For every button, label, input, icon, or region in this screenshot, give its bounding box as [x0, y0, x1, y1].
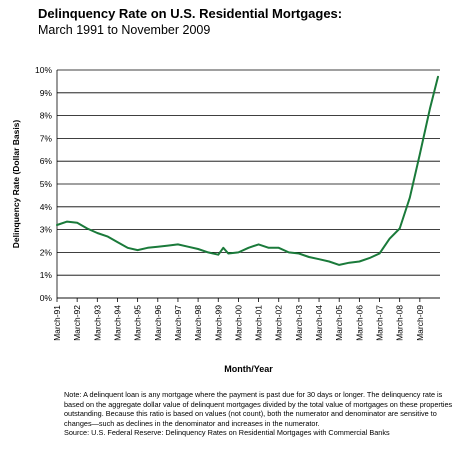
y-tick-label: 0%	[40, 293, 53, 303]
chart-title: Delinquency Rate on U.S. Residential Mor…	[38, 6, 343, 21]
line-chart: 0% 1% 2% 3% 4% 5% 6% 7% 8% 9% 10% March-91 March-92 M…	[11, 65, 440, 374]
chart-subtitle: March 1991 to November 2009	[38, 23, 211, 37]
y-tick-label: 2%	[40, 247, 53, 257]
y-axis-label: Delinquency Rate (Dollar Basis)	[11, 120, 21, 249]
x-tick-label: March-00	[233, 305, 243, 341]
x-axis-label: Month/Year	[224, 364, 273, 374]
x-tick-label: March-09	[415, 305, 425, 341]
x-tick-label: March-91	[52, 305, 62, 341]
x-tick-label: March-02	[274, 305, 284, 341]
y-tick-label: 6%	[40, 156, 53, 166]
x-tick-label: March-03	[294, 305, 304, 341]
x-tick-label: March-01	[254, 305, 264, 341]
x-tick-label: March-94	[112, 305, 122, 341]
y-tick-label: 5%	[40, 179, 53, 189]
x-tick-label: March-96	[153, 305, 163, 341]
x-tick-label: March-07	[375, 305, 385, 341]
y-tick-label: 4%	[40, 202, 53, 212]
x-tick-label: March-92	[72, 305, 82, 341]
x-tick-label: March-93	[92, 305, 102, 341]
source-text: Source: U.S. Federal Reserve: Delinquenc…	[64, 428, 390, 438]
x-tick-label: March-98	[193, 305, 203, 341]
x-tick-label: March-95	[133, 305, 143, 341]
y-tick-label: 7%	[40, 133, 53, 143]
x-tick-label: March-05	[334, 305, 344, 341]
x-tick-label: March-08	[395, 305, 405, 341]
x-tick-label: March-97	[173, 305, 183, 341]
y-tick-label: 10%	[35, 65, 52, 75]
y-tick-label: 8%	[40, 111, 53, 121]
y-tick-label: 3%	[40, 225, 53, 235]
y-tick-label: 9%	[40, 88, 53, 98]
x-tick-label: March-04	[314, 305, 324, 341]
y-tick-label: 1%	[40, 270, 53, 280]
chart-note: Note: A delinquent loan is any mortgage …	[64, 390, 456, 438]
x-tick-label: March-99	[213, 305, 223, 341]
series-line	[56, 75, 439, 266]
note-text: Note: A delinquent loan is any mortgage …	[64, 390, 453, 428]
x-tick-label: March-06	[354, 305, 364, 341]
